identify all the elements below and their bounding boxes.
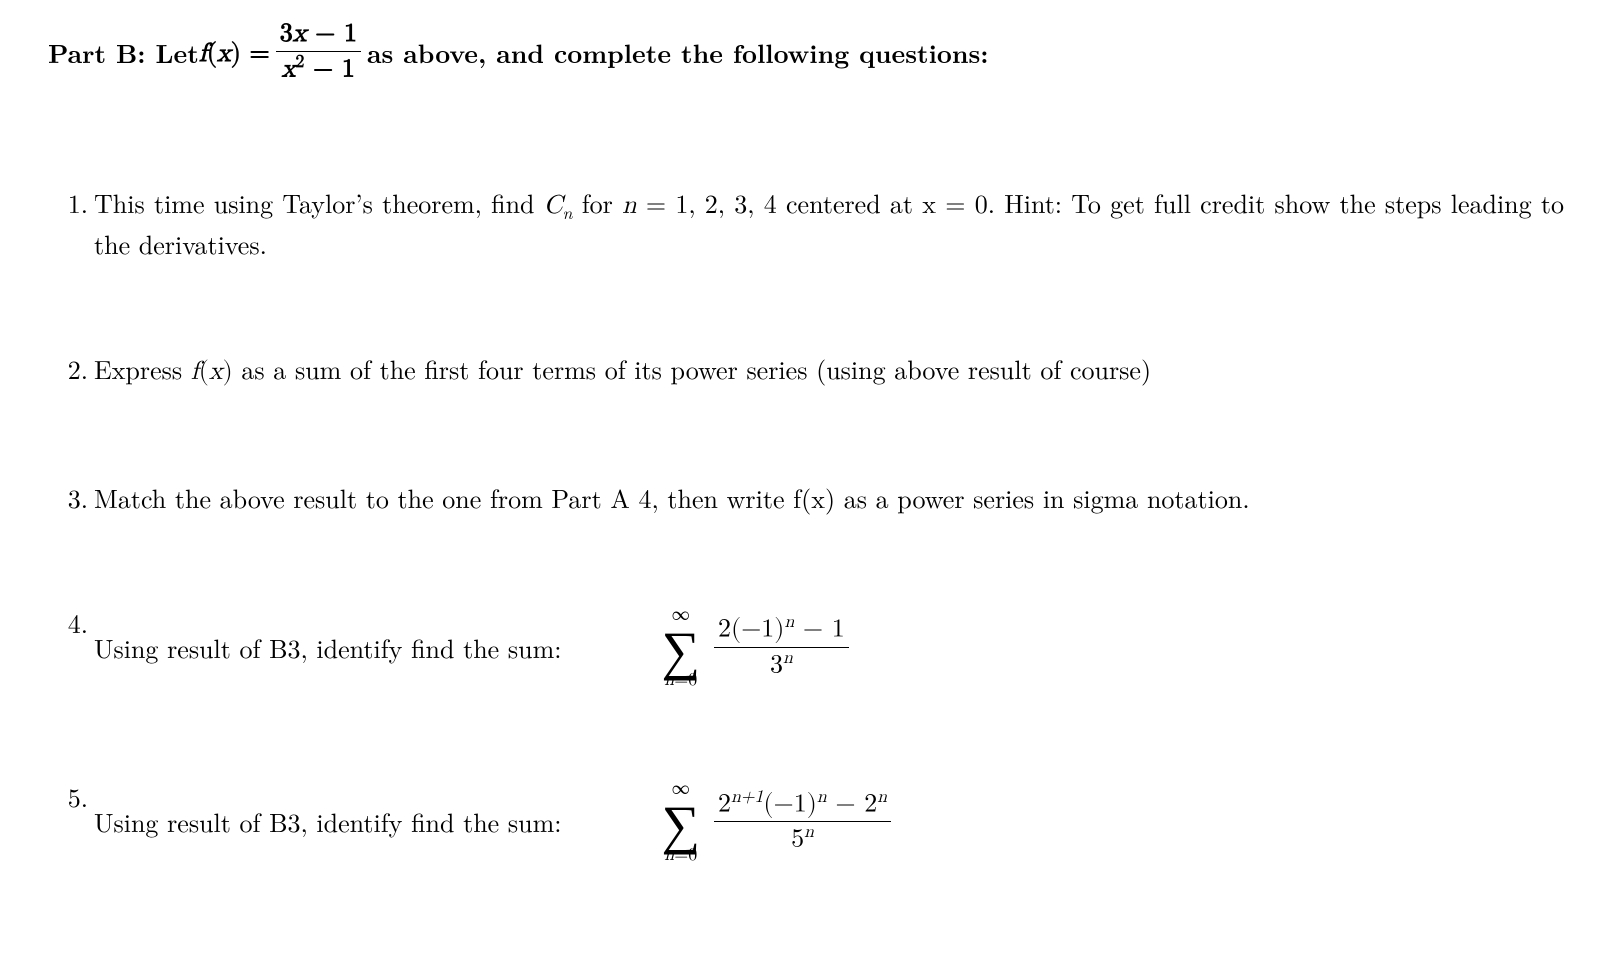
q5-sigma-sym: ∑ bbox=[661, 797, 700, 846]
question-4: 4. Using result of B3, identify find the… bbox=[48, 605, 1564, 690]
q1-text-b: for bbox=[572, 184, 622, 221]
q2-f: f bbox=[191, 359, 199, 385]
q5-lead: Using result of B3, identify find the su… bbox=[94, 804, 621, 839]
q3-number: 3. bbox=[48, 480, 94, 515]
q4-frac-den: 3n bbox=[766, 649, 797, 682]
header-lead: Part B: Let bbox=[48, 35, 199, 70]
frac-num: 3x − 1 bbox=[280, 21, 357, 47]
q4-sigma: ∞ ∑ n=0 bbox=[661, 605, 700, 690]
header-fraction: 3x − 1 x2 − 1 bbox=[276, 20, 361, 85]
fx-open: ( bbox=[207, 41, 217, 67]
q4-fraction: 2(−1)n − 1 3n bbox=[714, 613, 849, 681]
q5-sum: ∞ ∑ n=0 2n+1(−1)n − 2n 5n bbox=[661, 779, 897, 864]
q4-body: Using result of B3, identify find the su… bbox=[94, 605, 1564, 690]
frac-bar bbox=[276, 51, 361, 52]
q2-x: x bbox=[209, 359, 223, 385]
q3-text: Match the above result to the one from P… bbox=[94, 479, 1250, 516]
q4-frac-num: 2(−1)n − 1 bbox=[714, 613, 849, 646]
q4-sigma-bot: n=0 bbox=[664, 671, 697, 689]
header-tail: as above, and complete the following que… bbox=[367, 35, 989, 70]
q1-n: n bbox=[622, 193, 636, 219]
q4-lead: Using result of B3, identify find the su… bbox=[94, 630, 621, 665]
q4-frac-bar bbox=[714, 647, 849, 648]
q2-close: ) bbox=[223, 359, 233, 385]
question-1: 1. This time using Taylor’s theorem, fin… bbox=[48, 185, 1564, 260]
question-list: 1. This time using Taylor’s theorem, fin… bbox=[48, 185, 1564, 864]
q1-C: C bbox=[544, 193, 563, 219]
q1-n-sub: n bbox=[563, 201, 573, 226]
q1-body: This time using Taylor’s theorem, find C… bbox=[94, 185, 1564, 260]
q2-text-b: as a sum of the first four terms of its … bbox=[233, 350, 1151, 387]
part-b-header: Part B: Let f(x) = 3x − 1 x2 − 1 as abov… bbox=[48, 20, 1564, 85]
q2-number: 2. bbox=[48, 351, 94, 386]
q2-open: ( bbox=[199, 359, 209, 385]
fx-f: f bbox=[199, 41, 207, 67]
q1-number: 1. bbox=[48, 185, 94, 220]
q5-fraction: 2n+1(−1)n − 2n 5n bbox=[714, 788, 891, 856]
q4-number: 4. bbox=[48, 605, 94, 640]
q1-text-a: This time using Taylor’s theorem, find bbox=[94, 184, 544, 221]
q5-frac-num: 2n+1(−1)n − 2n bbox=[714, 788, 891, 821]
fx-eq: ) = bbox=[231, 41, 270, 67]
q5-frac-bar bbox=[714, 821, 891, 822]
q5-sigma: ∞ ∑ n=0 bbox=[661, 779, 700, 864]
fx-x: x bbox=[217, 41, 231, 67]
q5-frac-den: 5n bbox=[787, 823, 818, 856]
q4-sigma-sym: ∑ bbox=[661, 623, 700, 672]
q2-text-a: Express bbox=[94, 350, 191, 387]
question-2: 2. Express f(x) as a sum of the first fo… bbox=[48, 351, 1564, 390]
page: Part B: Let f(x) = 3x − 1 x2 − 1 as abov… bbox=[0, 0, 1612, 864]
q5-sigma-bot: n=0 bbox=[664, 846, 697, 864]
q2-body: Express f(x) as a sum of the first four … bbox=[94, 351, 1564, 390]
q5-number: 5. bbox=[48, 779, 94, 814]
q3-body: Match the above result to the one from P… bbox=[94, 480, 1564, 515]
q4-sum: ∞ ∑ n=0 2(−1)n − 1 3n bbox=[661, 605, 854, 690]
frac-den: x2 − 1 bbox=[278, 53, 359, 86]
question-3: 3. Match the above result to the one fro… bbox=[48, 480, 1564, 515]
header-fx: f(x) = bbox=[199, 33, 270, 72]
q5-body: Using result of B3, identify find the su… bbox=[94, 779, 1564, 864]
question-5: 5. Using result of B3, identify find the… bbox=[48, 779, 1564, 864]
